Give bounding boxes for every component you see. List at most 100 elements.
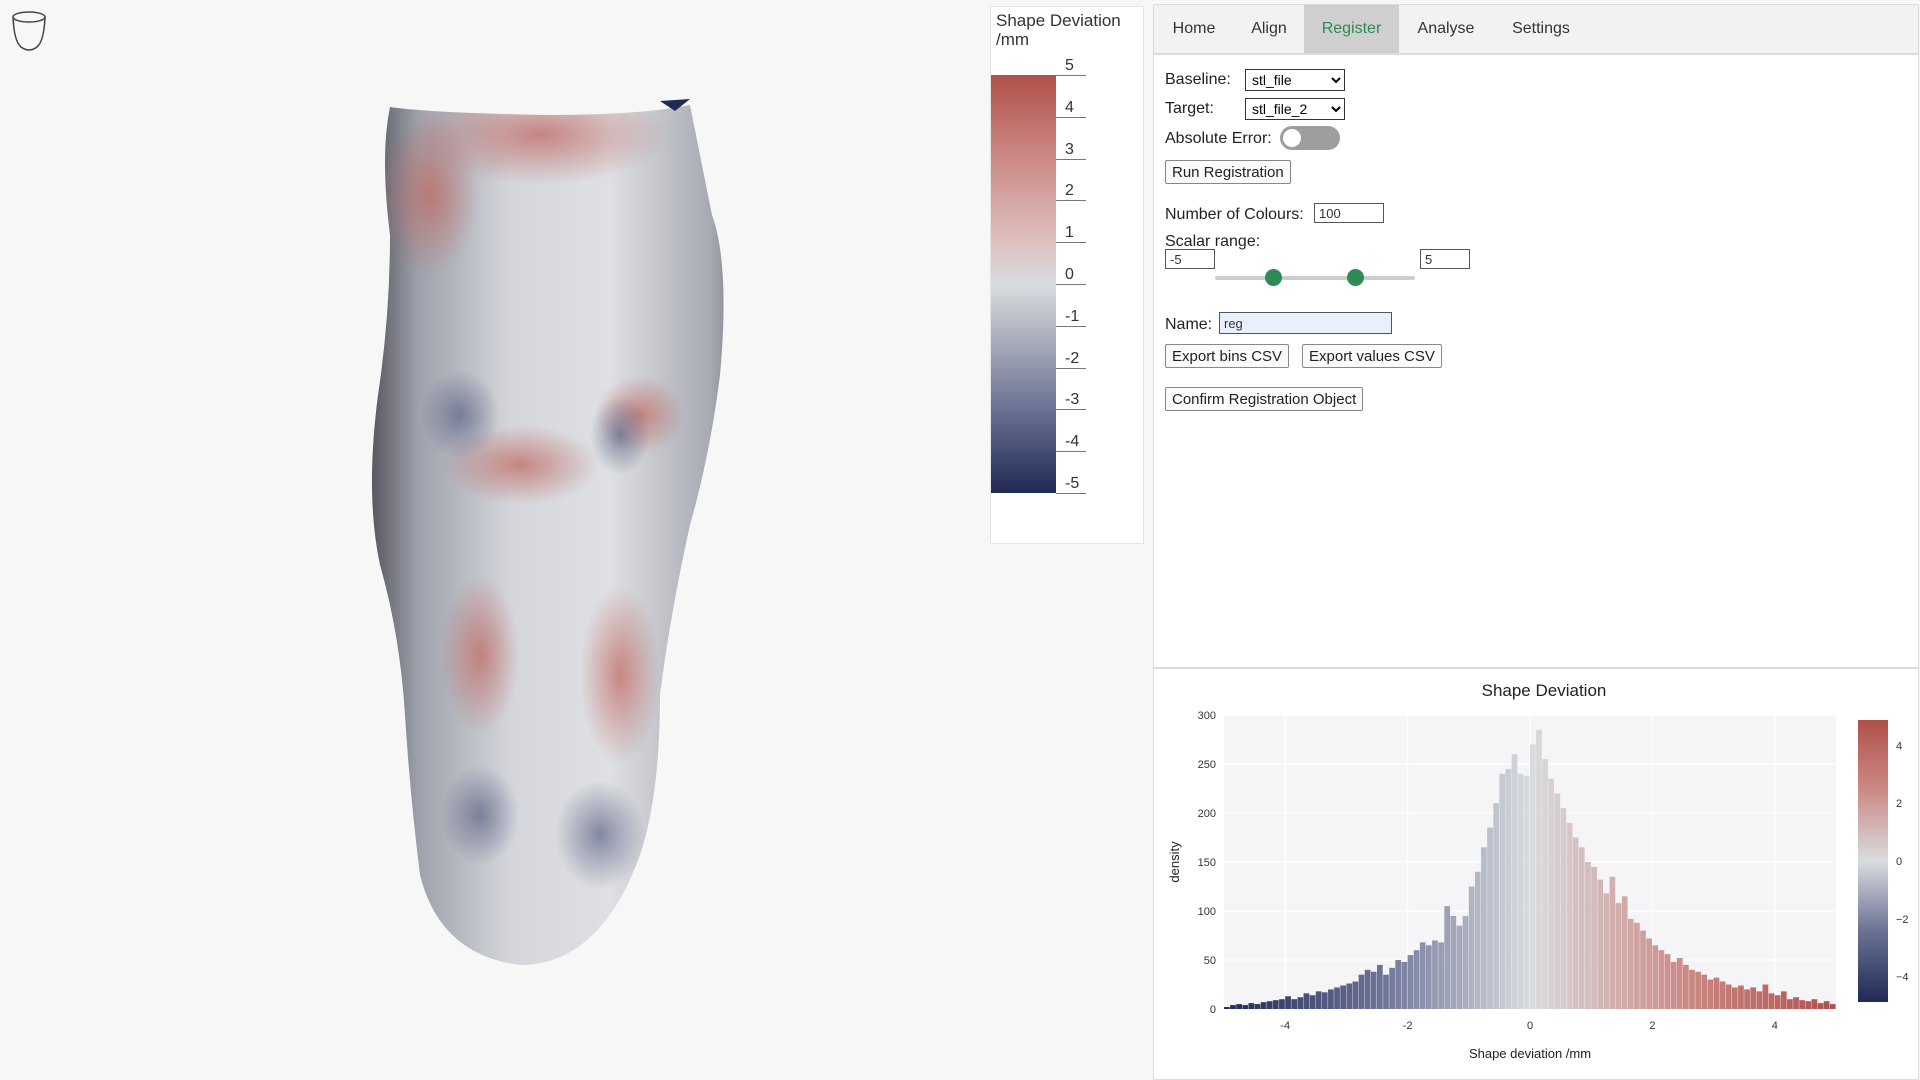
scalar-bar-label: 1 (1065, 224, 1074, 242)
chart-title: Shape Deviation (1482, 681, 1607, 700)
histogram-bar (1315, 991, 1322, 1009)
colorbar-tick-label: −4 (1896, 972, 1909, 984)
y-tick-label: 200 (1198, 808, 1216, 820)
export-values-button[interactable]: Export values CSV (1302, 344, 1442, 368)
histogram-bar (1481, 847, 1487, 1009)
histogram-bar (1279, 999, 1285, 1009)
residual-limb-mesh[interactable] (370, 95, 770, 975)
x-tick-label: 2 (1649, 1020, 1655, 1032)
histogram-bar (1823, 1001, 1830, 1009)
histogram-bar (1713, 977, 1720, 1009)
scalar-range-slider-track[interactable] (1215, 276, 1415, 280)
histogram-bar (1413, 950, 1420, 1009)
histogram-bar (1572, 837, 1579, 1009)
histogram-bar (1695, 971, 1701, 1009)
baseline-select[interactable]: stl_file (1245, 69, 1345, 91)
range-min-input[interactable] (1165, 249, 1215, 269)
scalar-bar-label: -1 (1065, 307, 1080, 325)
histogram-bar (1321, 992, 1328, 1009)
histogram-bar (1438, 942, 1444, 1009)
histogram-bar (1272, 1000, 1279, 1009)
histogram-bar (1689, 969, 1695, 1009)
histogram-bar (1346, 983, 1353, 1009)
histogram-bar (1309, 995, 1316, 1009)
target-label: Target: (1165, 100, 1214, 117)
histogram-bar (1566, 822, 1573, 1009)
histogram-bar (1750, 987, 1757, 1009)
colorbar-ticks: 4 2 0 −2 −4 (1896, 740, 1909, 983)
range-max-input[interactable] (1420, 249, 1470, 269)
histogram-bar (1260, 1002, 1267, 1009)
colorbar-tick-label: 2 (1896, 798, 1902, 810)
histogram-bar (1664, 954, 1671, 1009)
range-max-thumb[interactable] (1347, 269, 1364, 286)
scalar-bar-title: Shape Deviation /mm (996, 11, 1121, 49)
histogram-bar (1456, 925, 1463, 1009)
histogram-bar (1383, 974, 1389, 1009)
scalar-bar-legend: Shape Deviation /mm 5 4 3 2 1 0 -1 -2 -3 -4 -5 (990, 6, 1144, 544)
histogram-bar (1799, 1000, 1805, 1009)
tab-analyse[interactable]: Analyse (1417, 20, 1475, 37)
histogram-bar (1425, 945, 1432, 1009)
colorbar (1858, 720, 1888, 1002)
histogram-bar (1370, 971, 1377, 1009)
scalar-bar-tick (1056, 116, 1086, 118)
histogram-bar (1725, 984, 1732, 1009)
scalar-bar-label: -2 (1065, 349, 1080, 367)
histogram-bar (1603, 893, 1610, 1009)
target-select[interactable]: stl_file_2 (1245, 98, 1345, 120)
scalar-bar-label: 5 (1065, 57, 1074, 74)
histogram-bar (1536, 729, 1542, 1009)
registration-panel: Home Align Register Analyse Settings Bas… (1153, 4, 1919, 668)
shape-deviation-histogram[interactable]: 0 50 100 150 200 250 300 -4 -2 0 2 4 Shape Deviatio… (1154, 669, 1918, 1079)
y-tick-label: 250 (1198, 759, 1216, 771)
scalar-bar-tick (1056, 409, 1086, 411)
colorbar-tick-label: −2 (1896, 914, 1909, 926)
histogram-bar (1658, 950, 1665, 1009)
scalar-bar-tick (1056, 493, 1086, 494)
cup-outline-icon[interactable] (11, 9, 47, 53)
scalar-bar-label: 2 (1065, 182, 1074, 200)
scalar-bar-tick (1056, 242, 1086, 244)
colorbar-tick-label: 0 (1896, 856, 1902, 868)
tab-bar: Home Align Register Analyse Settings (1154, 5, 1918, 55)
name-input[interactable] (1219, 312, 1392, 334)
histogram-bar (1805, 1001, 1812, 1009)
name-label: Name: (1165, 316, 1213, 333)
histogram-bar (1578, 847, 1585, 1009)
y-axis-label: density (1167, 841, 1182, 883)
3d-viewport[interactable] (0, 0, 1150, 1080)
tab-align[interactable]: Align (1251, 20, 1287, 37)
histogram-bar (1517, 773, 1524, 1009)
scalar-bar-tick (1056, 200, 1086, 202)
histogram-bar (1817, 1003, 1824, 1009)
scalar-bar-label: -3 (1065, 391, 1080, 409)
histogram-bar (1774, 995, 1781, 1009)
range-min-thumb[interactable] (1265, 269, 1282, 286)
histogram-bar (1738, 985, 1744, 1009)
histogram-bar (1407, 955, 1414, 1009)
histogram-bar (1627, 918, 1634, 1009)
y-tick-label: 300 (1198, 710, 1216, 722)
confirm-registration-button[interactable]: Confirm Registration Object (1165, 387, 1364, 411)
absolute-error-toggle[interactable] (1280, 126, 1340, 150)
scalar-bar-label: 0 (1065, 266, 1074, 283)
tab-home[interactable]: Home (1172, 20, 1216, 37)
number-of-colours-input[interactable] (1314, 203, 1384, 223)
tab-register[interactable]: Register (1304, 5, 1399, 53)
histogram-bar (1719, 981, 1726, 1009)
histogram-bar (1621, 896, 1628, 1009)
tab-settings[interactable]: Settings (1512, 20, 1570, 37)
scalar-bar-tick (1056, 75, 1086, 76)
export-bins-button[interactable]: Export bins CSV (1165, 344, 1290, 368)
histogram-bar (1242, 1005, 1249, 1009)
run-registration-button[interactable]: Run Registration (1165, 160, 1291, 184)
histogram-bar (1829, 1004, 1836, 1009)
histogram-bar (1597, 879, 1604, 1009)
absolute-error-label: Absolute Error: (1165, 130, 1272, 147)
y-tick-label: 100 (1198, 906, 1216, 918)
histogram-bar (1328, 989, 1334, 1009)
histogram-bar (1450, 915, 1457, 1009)
histogram-bars (1224, 729, 1836, 1009)
histogram-bar (1340, 985, 1346, 1009)
